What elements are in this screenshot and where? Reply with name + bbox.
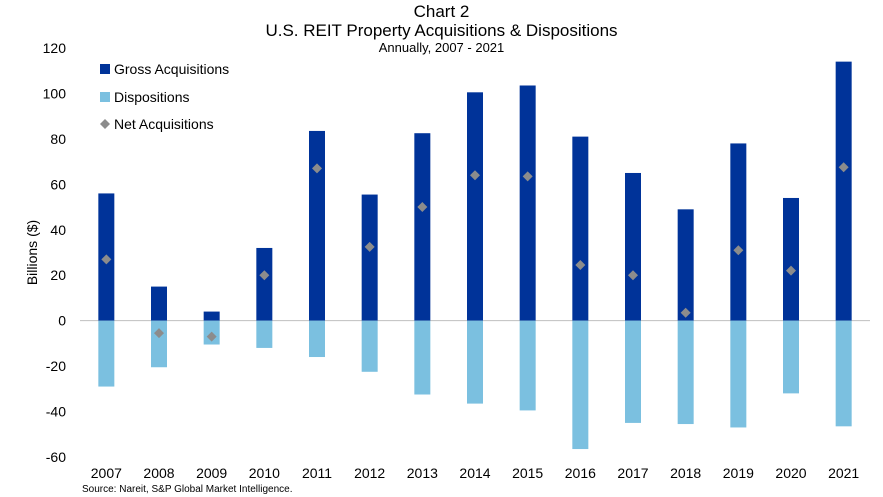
x-tick-label: 2016 <box>565 465 596 481</box>
net-acquisitions-marker <box>838 162 849 173</box>
net-acquisitions-marker <box>206 331 217 342</box>
legend-gross-acquisitions-swatch <box>100 64 110 74</box>
y-tick-label: 100 <box>43 85 67 101</box>
x-tick-label: 2012 <box>354 465 385 481</box>
dispositions-bar <box>519 320 536 411</box>
gross-acquisitions-bar <box>467 92 483 321</box>
net-acquisitions-marker <box>575 259 586 270</box>
legend-label: Dispositions <box>114 89 189 105</box>
gross-acquisitions-bar <box>835 61 852 321</box>
dispositions-bar <box>467 320 483 404</box>
dispositions-bar <box>256 320 273 348</box>
net-acquisitions-marker <box>312 163 322 174</box>
dispositions-bar <box>309 320 325 358</box>
gross-acquisitions-bar <box>361 194 378 321</box>
dispositions-bar <box>625 320 641 423</box>
gross-acquisitions-bar <box>309 130 325 321</box>
gross-acquisitions-bar <box>783 197 799 321</box>
x-tick-label: 2014 <box>459 465 490 481</box>
x-tick-label: 2013 <box>407 465 438 481</box>
dispositions-bar <box>835 320 852 427</box>
x-tick-label: 2010 <box>249 465 280 481</box>
chart-title: Chart 2 <box>413 2 470 21</box>
y-tick-label: -20 <box>46 358 66 374</box>
dispositions-bar <box>677 320 694 425</box>
net-acquisitions-marker <box>101 254 112 265</box>
x-tick-label: 2008 <box>143 465 174 481</box>
legend-label: Net Acquisitions <box>114 116 214 132</box>
net-acquisitions-marker <box>417 202 428 213</box>
y-axis-label: Billions ($) <box>24 220 40 285</box>
net-acquisitions-marker <box>628 270 638 281</box>
y-tick-label: -60 <box>46 449 66 465</box>
y-tick-label: 0 <box>58 313 66 329</box>
y-tick-label: 40 <box>50 222 66 238</box>
net-acquisitions-marker <box>364 241 375 252</box>
legend-label: Gross Acquisitions <box>114 61 229 77</box>
y-tick-label: -40 <box>46 404 66 420</box>
dispositions-bar <box>572 320 589 450</box>
gross-acquisitions-bar <box>572 136 589 321</box>
gross-acquisitions-bar <box>625 172 641 321</box>
gross-acquisitions-bar <box>203 311 220 321</box>
dispositions-bar <box>783 320 799 394</box>
x-tick-label: 2007 <box>91 465 122 481</box>
net-acquisitions-marker <box>259 270 270 281</box>
gross-acquisitions-bar <box>730 143 747 321</box>
dispositions-bar <box>151 320 167 368</box>
gross-acquisitions-bar <box>677 209 694 321</box>
y-tick-label: 120 <box>43 40 67 56</box>
x-tick-label: 2020 <box>775 465 806 481</box>
x-tick-label: 2011 <box>302 465 332 481</box>
dispositions-bar <box>414 320 431 395</box>
gross-acquisitions-bar <box>519 85 536 321</box>
x-tick-label: 2019 <box>723 465 754 481</box>
net-acquisitions-marker <box>733 245 744 256</box>
gross-acquisitions-bar <box>256 247 273 321</box>
dispositions-bar <box>730 320 747 428</box>
net-acquisitions-marker <box>470 170 480 181</box>
net-acquisitions-marker <box>680 307 691 318</box>
gross-acquisitions-bar <box>414 133 431 321</box>
y-tick-label: 60 <box>50 176 66 192</box>
dispositions-bar <box>98 320 115 387</box>
x-tick-label: 2021 <box>828 465 859 481</box>
dispositions-bar <box>361 320 378 372</box>
x-tick-label: 2017 <box>617 465 648 481</box>
y-tick-label: 80 <box>50 131 66 147</box>
chart-date-range: Annually, 2007 - 2021 <box>378 40 505 55</box>
x-tick-label: 2018 <box>670 465 701 481</box>
legend-net-acquisitions-swatch <box>100 119 110 129</box>
gross-acquisitions-bar <box>151 286 167 321</box>
net-acquisitions-marker <box>786 265 796 276</box>
y-tick-label: 20 <box>50 267 66 283</box>
net-acquisitions-marker <box>522 171 533 182</box>
net-acquisitions-marker <box>154 328 164 339</box>
source-note: Source: Nareit, S&P Global Market Intell… <box>82 484 293 495</box>
legend-dispositions-swatch <box>100 92 110 102</box>
x-tick-label: 2015 <box>512 465 543 481</box>
x-tick-label: 2009 <box>196 465 227 481</box>
chart-subtitle: U.S. REIT Property Acquisitions & Dispos… <box>265 21 618 40</box>
